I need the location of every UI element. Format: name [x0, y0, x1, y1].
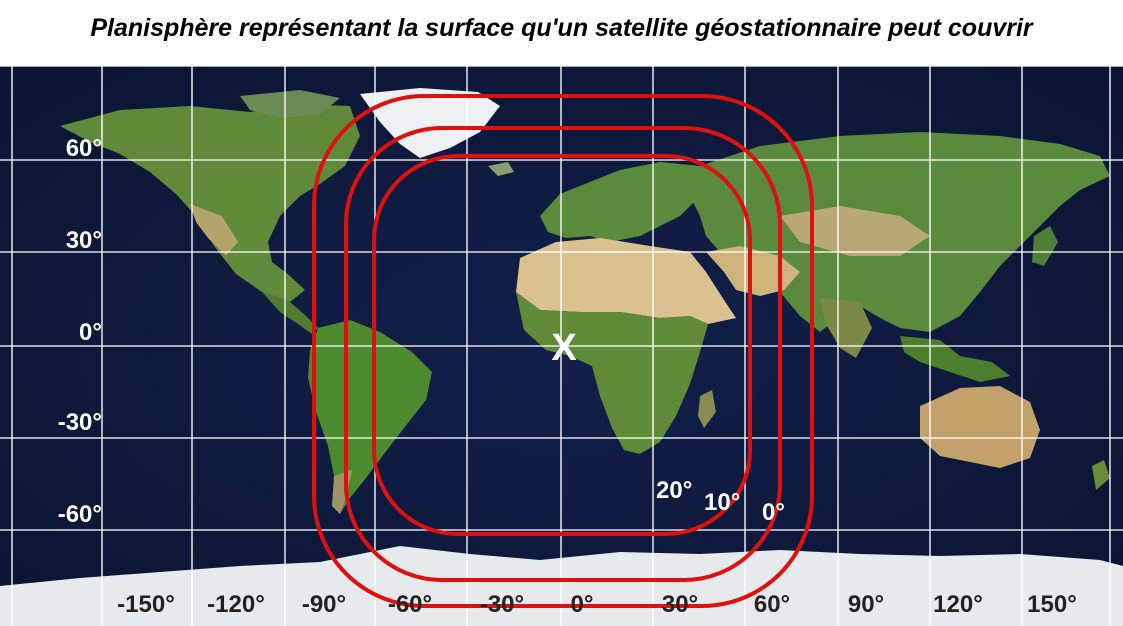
- central-asia-desert: [780, 206, 930, 256]
- greenland: [360, 88, 500, 158]
- latitude-labels: 60° 30° 0° -30° -60°: [58, 135, 102, 528]
- south-america: [308, 320, 432, 514]
- madagascar: [698, 390, 716, 428]
- longitude-label: -120°: [207, 591, 265, 618]
- latitude-label: 60°: [66, 135, 102, 162]
- arctic-islands: [240, 90, 340, 118]
- north-america-desert: [190, 204, 238, 256]
- coverage-contour-10: [344, 126, 782, 582]
- world-map: X 20° 10° 0° 60° 30° 0° -30° -60° -150° …: [0, 66, 1123, 626]
- coverage-label-10: 10°: [704, 489, 740, 516]
- latitude-label: 30°: [66, 227, 102, 254]
- southeast-asia-islands: [900, 336, 1010, 382]
- longitude-labels: -150° -120° -90° -60° -30° 0° 30° 60° 90…: [117, 591, 1077, 618]
- longitude-label: 150°: [1027, 591, 1077, 618]
- coverage-contour-20: [372, 154, 752, 536]
- longitude-label: -60°: [388, 591, 432, 618]
- longitude-label: 90°: [848, 591, 884, 618]
- latitude-label: -30°: [58, 409, 102, 436]
- europe: [540, 162, 700, 242]
- australia: [920, 386, 1040, 468]
- longitude-label: 30°: [662, 591, 698, 618]
- new-zealand: [1092, 460, 1110, 490]
- africa-south: [516, 292, 708, 454]
- india: [820, 298, 872, 358]
- latitude-label: -60°: [58, 501, 102, 528]
- graticule: [0, 66, 1123, 626]
- coverage-contour-0: [312, 94, 814, 608]
- coverage-contours: [312, 94, 814, 608]
- coverage-label-20: 20°: [656, 477, 692, 504]
- satellite-marker: X: [551, 327, 577, 369]
- longitude-label: 60°: [754, 591, 790, 618]
- coverage-labels: 20° 10° 0°: [656, 477, 785, 526]
- coverage-label-0: 0°: [762, 499, 785, 526]
- africa-north: [516, 238, 736, 324]
- middle-east: [706, 246, 800, 296]
- iceland: [488, 162, 514, 176]
- longitude-label: -150°: [117, 591, 175, 618]
- longitude-label: -30°: [480, 591, 524, 618]
- longitude-label: -90°: [302, 591, 346, 618]
- central-america: [262, 292, 318, 334]
- longitude-label: 0°: [571, 591, 594, 618]
- map-title: Planisphère représentant la surface qu'u…: [90, 14, 1033, 42]
- longitude-label: 120°: [933, 591, 983, 618]
- latitude-label: 0°: [79, 319, 102, 346]
- japan: [1032, 226, 1058, 266]
